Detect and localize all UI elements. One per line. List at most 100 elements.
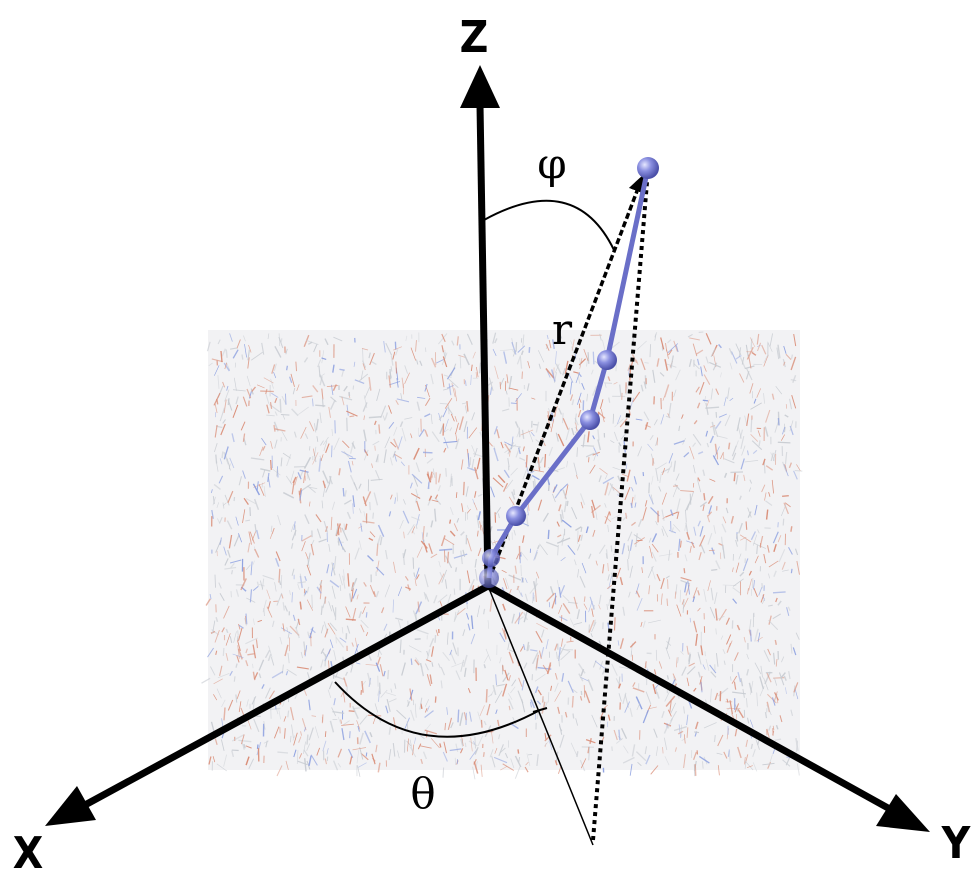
lipid-strand xyxy=(672,673,677,681)
lipid-strand xyxy=(626,469,631,482)
lipid-strand xyxy=(228,463,231,470)
lipid-strand xyxy=(290,735,292,743)
lipid-strand xyxy=(704,395,707,403)
lipid-strand xyxy=(788,671,791,680)
lipid-strand xyxy=(746,765,753,769)
lipid-strand xyxy=(442,751,448,762)
lipid-strand xyxy=(692,596,696,603)
lipid-strand xyxy=(252,560,255,565)
lipid-strand xyxy=(555,363,562,375)
lipid-strand xyxy=(636,359,639,365)
lipid-strand xyxy=(208,756,212,765)
lipid-strand xyxy=(729,640,733,648)
lipid-strand xyxy=(346,410,358,417)
polymer-chain xyxy=(479,157,659,588)
lipid-strand xyxy=(226,520,233,530)
lipid-strand xyxy=(731,351,738,364)
lipid-strand xyxy=(673,524,681,532)
lipid-strand xyxy=(535,630,543,643)
lipid-strand xyxy=(369,584,375,595)
lipid-strand xyxy=(730,471,744,474)
lipid-strand xyxy=(697,477,701,482)
lipid-strand xyxy=(519,646,524,652)
lipid-strand xyxy=(554,643,558,651)
lipid-strand xyxy=(767,604,773,607)
lipid-strand xyxy=(430,738,440,749)
lipid-strand xyxy=(588,746,590,761)
lipid-strand xyxy=(540,629,545,638)
lipid-strand xyxy=(579,398,582,403)
lipid-strand xyxy=(712,362,718,371)
lipid-strand xyxy=(547,692,550,703)
lipid-strand xyxy=(318,538,327,543)
lipid-strand xyxy=(467,466,476,472)
lipid-strand xyxy=(306,586,310,594)
lipid-strand xyxy=(490,540,494,546)
lipid-strand xyxy=(697,607,701,612)
lipid-strand xyxy=(560,537,565,542)
lipid-strand xyxy=(768,615,772,625)
lipid-strand xyxy=(258,484,265,496)
phi-label: φ xyxy=(537,139,566,188)
lipid-strand xyxy=(604,515,612,523)
lipid-strand xyxy=(326,748,329,755)
lipid-strand xyxy=(307,631,310,637)
lipid-strand xyxy=(290,524,294,533)
lipid-strand xyxy=(673,440,685,445)
lipid-strand xyxy=(217,375,220,389)
lipid-strand xyxy=(699,535,706,547)
lipid-strand xyxy=(351,587,354,602)
lipid-strand xyxy=(735,539,738,547)
lipid-strand xyxy=(213,678,223,685)
y-axis-arrowhead xyxy=(876,794,930,832)
lipid-strand xyxy=(710,671,717,678)
lipid-strand xyxy=(493,756,508,764)
lipid-strand xyxy=(627,364,631,371)
lipid-strand xyxy=(301,395,313,399)
lipid-strand xyxy=(713,525,716,534)
lipid-strand xyxy=(240,734,245,745)
lipid-strand xyxy=(504,669,509,681)
lipid-strand xyxy=(787,606,791,611)
lipid-strand xyxy=(230,569,234,575)
lipid-strand xyxy=(786,607,790,617)
lipid-strand xyxy=(784,414,789,418)
lipid-strand xyxy=(558,655,560,667)
lipid-strand xyxy=(280,338,283,343)
lipid-strand xyxy=(320,659,324,668)
lipid-strand xyxy=(544,621,554,627)
lipid-strand xyxy=(756,388,762,398)
lipid-strand xyxy=(308,501,311,507)
lipid-strand xyxy=(387,669,390,680)
lipid-strand xyxy=(482,752,485,757)
lipid-strand xyxy=(751,352,757,356)
lipid-strand xyxy=(667,709,672,717)
lipid-strand xyxy=(213,442,218,453)
lipid-strand xyxy=(492,684,497,696)
lipid-strand xyxy=(278,579,282,586)
lipid-strand xyxy=(352,705,359,719)
lipid-strand xyxy=(424,429,429,437)
lipid-strand xyxy=(410,347,417,361)
lipid-strand xyxy=(388,698,397,703)
lipid-strand xyxy=(282,623,285,632)
lipid-strand xyxy=(645,754,651,765)
lipid-strand xyxy=(335,636,345,648)
lipid-strand xyxy=(675,369,681,381)
lipid-strand xyxy=(550,685,553,691)
lipid-strand xyxy=(763,393,765,404)
lipid-strand xyxy=(502,665,504,672)
lipid-strand xyxy=(374,469,381,481)
lipid-strand xyxy=(727,387,730,399)
lipid-strand xyxy=(280,574,283,589)
lipid-strand xyxy=(316,747,321,756)
lipid-strand xyxy=(393,438,400,450)
lipid-strand xyxy=(532,469,545,473)
lipid-strand xyxy=(446,551,450,564)
lipid-strand xyxy=(348,710,355,713)
lipid-strand xyxy=(329,399,336,410)
lipid-strand xyxy=(394,683,397,689)
polymer-bead xyxy=(580,410,600,430)
lipid-strand xyxy=(415,500,421,511)
lipid-strand xyxy=(642,620,646,628)
